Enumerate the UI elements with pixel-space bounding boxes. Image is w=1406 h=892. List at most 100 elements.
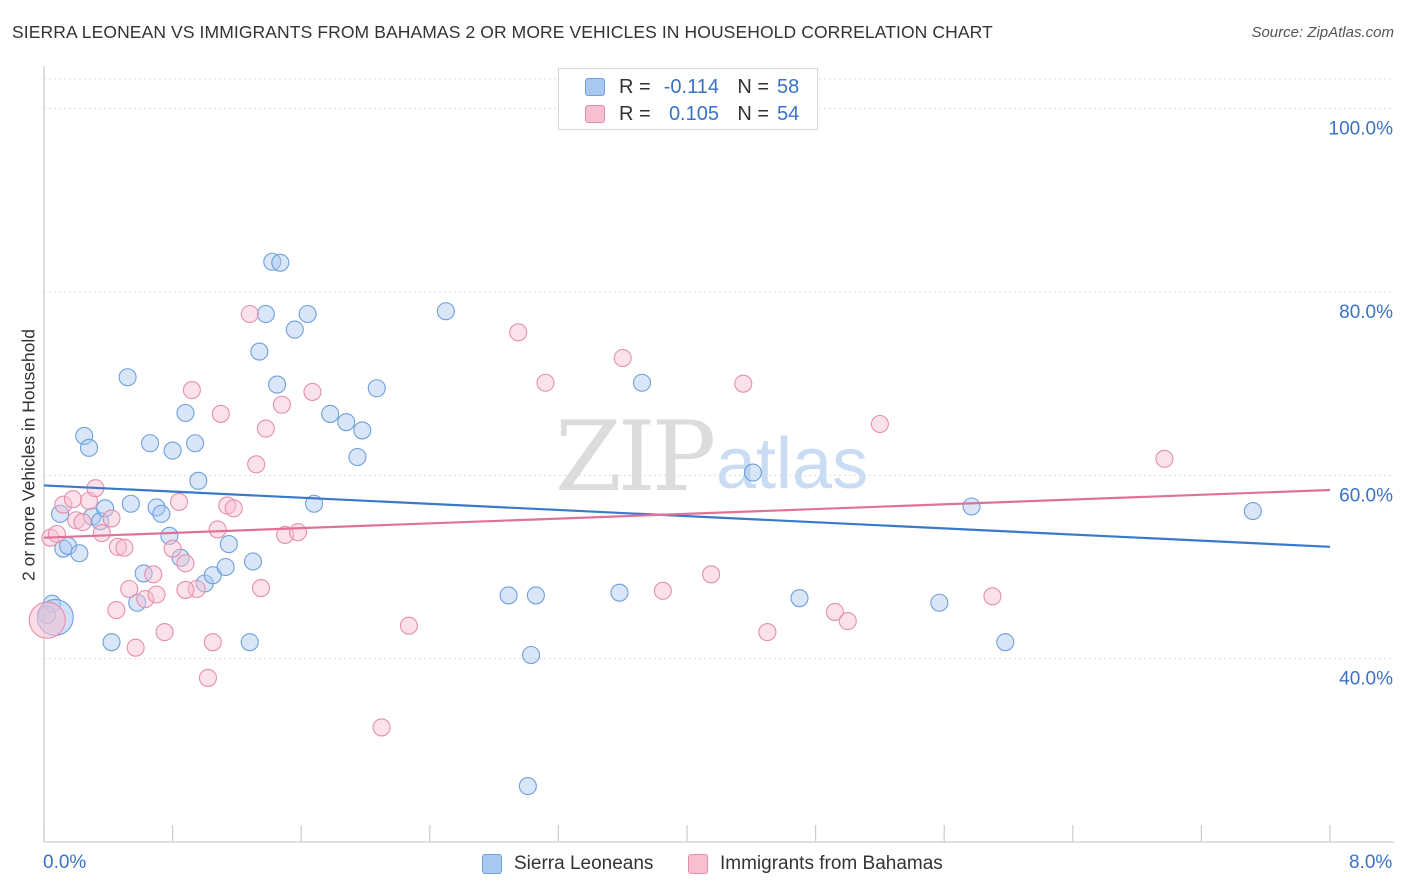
data-point [182, 381, 201, 400]
data-point [526, 586, 545, 605]
data-point [147, 585, 166, 604]
y-tick-labels: 40.0% 60.0% 80.0% 100.0% [1329, 119, 1394, 690]
data-point [996, 633, 1015, 652]
data-point [189, 471, 208, 490]
data-point [120, 579, 139, 599]
data-point [256, 304, 275, 324]
data-point [930, 593, 949, 612]
n-value: 54 [777, 102, 800, 125]
data-point [838, 612, 857, 631]
legend-row-sierra-leoneans: R = -0.114 N = 58 [585, 75, 817, 99]
data-point [288, 523, 308, 542]
data-point [208, 520, 227, 539]
data-point [399, 616, 418, 635]
data-point [121, 494, 140, 513]
data-point [115, 538, 134, 557]
data-point [67, 511, 86, 530]
legend-row-bahamas: R = 0.105 N = 54 [585, 102, 817, 126]
trend-lines [43, 484, 1331, 548]
data-point [169, 492, 189, 511]
data-point [518, 777, 537, 796]
data-point [75, 426, 94, 445]
n-label: N = [737, 75, 769, 98]
data-point [63, 490, 82, 509]
bottom-legend-sierra-leoneans: Sierra Leoneans [482, 851, 653, 877]
data-point [1155, 449, 1174, 468]
data-point [256, 419, 275, 438]
data-point [28, 601, 66, 639]
data-point [348, 447, 367, 467]
y-tick-label: 60.0% [1339, 485, 1393, 506]
data-point [141, 434, 160, 453]
data-point [134, 564, 153, 583]
trend-line [43, 484, 1331, 548]
data-point [983, 587, 1002, 606]
data-point [152, 504, 171, 523]
x-axis-max-label: 8.0% [1349, 852, 1393, 873]
y-tick-label: 40.0% [1339, 669, 1393, 690]
watermark-atlas: atlas [716, 424, 868, 504]
n-label: N = [737, 102, 769, 125]
data-point [107, 601, 126, 620]
data-point [92, 524, 111, 543]
data-point [70, 544, 89, 563]
data-point [962, 497, 981, 516]
legend-swatch-pink [585, 105, 605, 123]
source-credit: Source: ZipAtlas.com [1251, 24, 1394, 41]
chart-title: SIERRA LEONEAN VS IMMIGRANTS FROM BAHAMA… [12, 22, 993, 42]
data-point [219, 535, 238, 554]
data-point [271, 253, 290, 272]
data-point [372, 718, 391, 737]
correlation-legend: R = -0.114 N = 58 R = 0.105 N = 54 [558, 68, 818, 130]
data-point [367, 379, 386, 398]
data-point [272, 395, 291, 414]
data-point [298, 304, 317, 324]
data-point [509, 323, 528, 342]
y-axis-label: 2 or more Vehicles in Household [18, 329, 39, 581]
data-point [613, 348, 632, 368]
data-point [176, 403, 195, 423]
data-point [118, 368, 137, 387]
data-point [163, 441, 182, 460]
data-point [499, 586, 518, 605]
watermark-zip: ZIP [555, 401, 714, 513]
r-label: R = [619, 75, 651, 98]
data-point [126, 638, 145, 657]
data-point [825, 602, 844, 621]
data-point [240, 633, 259, 652]
data-point [243, 552, 263, 571]
data-point [155, 623, 174, 642]
data-point [1243, 502, 1262, 521]
trend-line [43, 488, 1331, 539]
data-point [203, 566, 222, 585]
r-value: 0.105 [668, 102, 719, 125]
data-point [186, 434, 205, 453]
data-point [632, 373, 652, 392]
data-point [436, 302, 455, 321]
data-point [353, 421, 372, 440]
bottom-legend-swatch-blue [482, 854, 502, 874]
legend-swatch-blue [585, 78, 605, 96]
data-point [203, 633, 222, 652]
bottom-legend-bahamas: Immigrants from Bahamas [688, 851, 943, 877]
n-value: 58 [777, 75, 800, 98]
data-point [337, 413, 356, 432]
data-point [176, 554, 195, 573]
data-point [790, 589, 809, 608]
watermark: ZIP atlas [555, 401, 868, 513]
data-point [247, 455, 266, 474]
data-point [216, 557, 235, 577]
data-point [610, 583, 629, 602]
data-point [653, 581, 672, 600]
data-point [321, 404, 340, 423]
x-axis-min-label: 0.0% [43, 852, 87, 873]
data-point [47, 524, 66, 544]
y-tick-label: 80.0% [1339, 302, 1393, 323]
data-point [136, 590, 155, 609]
data-point [108, 537, 127, 556]
data-point [73, 513, 92, 532]
data-point [250, 342, 269, 361]
data-point [163, 539, 182, 558]
data-point [758, 623, 777, 642]
